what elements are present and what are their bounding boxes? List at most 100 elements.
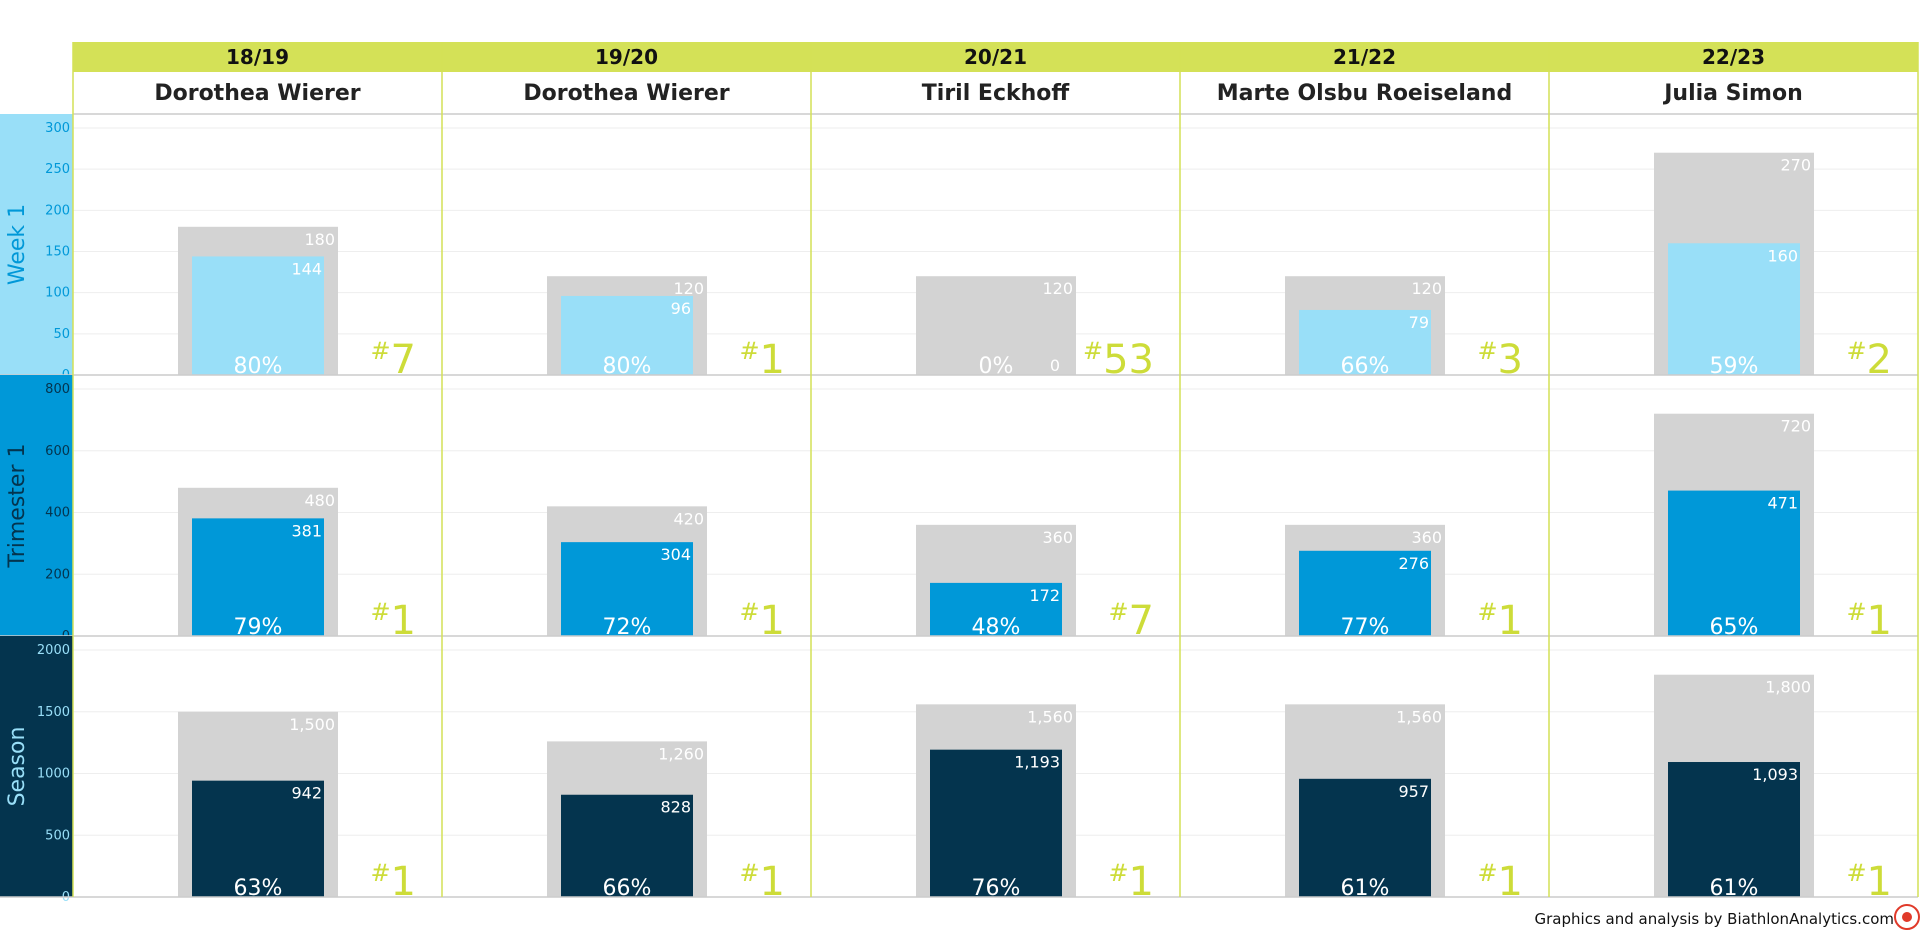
points-value-label: 828 (660, 798, 691, 817)
max-points-label: 180 (304, 230, 335, 249)
max-points-label: 270 (1780, 156, 1811, 175)
y-tick-label: 1500 (37, 705, 70, 720)
max-points-label: 1,560 (1027, 707, 1073, 726)
row-label-band (0, 375, 73, 636)
points-bar (1299, 309, 1431, 375)
max-points-label: 1,500 (289, 715, 335, 734)
rank-number: 53 (1103, 337, 1154, 383)
points-value-label: 160 (1767, 246, 1798, 265)
rank-number: 7 (1129, 598, 1154, 644)
winner-name: Julia Simon (1662, 81, 1803, 106)
y-tick-label: 400 (45, 506, 70, 521)
row-label-band (0, 636, 73, 897)
rank-number: 2 (1867, 337, 1892, 383)
season-label: 21/22 (1333, 45, 1396, 69)
points-bar (1668, 243, 1800, 375)
rank-number: 3 (1498, 337, 1523, 383)
points-value-label: 942 (291, 784, 322, 803)
rank-number: 1 (1867, 598, 1892, 644)
rank-number: 1 (391, 859, 416, 905)
rank-label: #1 (370, 859, 416, 905)
points-bar (1668, 762, 1800, 897)
points-bar (192, 256, 324, 375)
max-points-label: 1,560 (1396, 707, 1442, 726)
points-value-label: 471 (1767, 494, 1798, 513)
y-tick-label: 100 (45, 286, 70, 301)
max-points-label: 1,800 (1765, 678, 1811, 697)
rank-number: 1 (391, 598, 416, 644)
max-points-label: 120 (1042, 279, 1073, 298)
points-value-label: 0 (1050, 356, 1060, 375)
points-value-label: 96 (671, 299, 691, 318)
points-bar (561, 295, 693, 375)
points-bar (561, 794, 693, 897)
max-points-label: 720 (1780, 417, 1811, 436)
points-value-label: 79 (1409, 313, 1429, 332)
y-tick-label: 150 (45, 245, 70, 260)
row-label-band (0, 114, 73, 375)
biathlon-analytics-logo-icon (1894, 904, 1920, 930)
rank-prefix: # (1846, 337, 1866, 365)
points-bar (561, 542, 693, 636)
rank-prefix: # (1477, 337, 1497, 365)
rank-number: 7 (391, 337, 416, 383)
max-points-label: 360 (1042, 528, 1073, 547)
season-label: 18/19 (226, 45, 289, 69)
max-points-label: 420 (673, 509, 704, 528)
season-header-band (73, 42, 1918, 72)
winner-name: Marte Olsbu Roeiseland (1217, 81, 1512, 106)
row-label: Week 1 (5, 204, 30, 285)
rank-prefix: # (1477, 598, 1497, 626)
points-bar (930, 749, 1062, 897)
max-points-label: 120 (1411, 279, 1442, 298)
rank-prefix: # (370, 598, 390, 626)
rank-prefix: # (739, 859, 759, 887)
y-tick-label: 250 (45, 162, 70, 177)
rank-prefix: # (1083, 337, 1103, 365)
row-label: Trimester 1 (5, 444, 30, 569)
rank-label: #3 (1477, 337, 1523, 383)
rank-prefix: # (739, 337, 759, 365)
y-tick-label: 600 (45, 444, 70, 459)
rank-prefix: # (1846, 859, 1866, 887)
points-value-label: 144 (291, 259, 322, 278)
points-bar (930, 582, 1062, 636)
season-label: 19/20 (595, 45, 658, 69)
rank-number: 1 (760, 859, 785, 905)
rank-number: 1 (760, 337, 785, 383)
season-label: 20/21 (964, 45, 1027, 69)
points-value-label: 172 (1029, 586, 1060, 605)
rank-number: 1 (1129, 859, 1154, 905)
winner-name: Dorothea Wierer (154, 81, 360, 106)
rank-prefix: # (739, 598, 759, 626)
max-points-label: 480 (304, 491, 335, 510)
rank-number: 1 (1498, 859, 1523, 905)
points-bar (1299, 778, 1431, 897)
rank-label: #7 (1108, 598, 1154, 644)
rank-prefix: # (1108, 859, 1128, 887)
y-tick-label: 200 (45, 567, 70, 582)
points-bar (1668, 490, 1800, 636)
points-bar (192, 780, 324, 897)
rank-label: #1 (739, 859, 785, 905)
rank-prefix: # (1846, 598, 1866, 626)
points-bar (192, 518, 324, 636)
max-points-bar (916, 276, 1076, 375)
points-value-label: 304 (660, 545, 691, 564)
y-tick-label: 500 (45, 828, 70, 843)
points-value-label: 1,093 (1752, 765, 1798, 784)
rank-label: #1 (1846, 859, 1892, 905)
max-points-label: 360 (1411, 528, 1442, 547)
points-value-label: 381 (291, 521, 322, 540)
row-label: Season (5, 727, 30, 807)
y-tick-label: 200 (45, 203, 70, 218)
rank-prefix: # (370, 859, 390, 887)
rank-label: #2 (1846, 337, 1892, 383)
rank-prefix: # (1108, 598, 1128, 626)
rank-label: #1 (1846, 598, 1892, 644)
rank-number: 1 (1867, 859, 1892, 905)
points-value-label: 276 (1398, 554, 1429, 573)
y-tick-label: 800 (45, 382, 70, 397)
rank-label: #53 (1083, 337, 1154, 383)
